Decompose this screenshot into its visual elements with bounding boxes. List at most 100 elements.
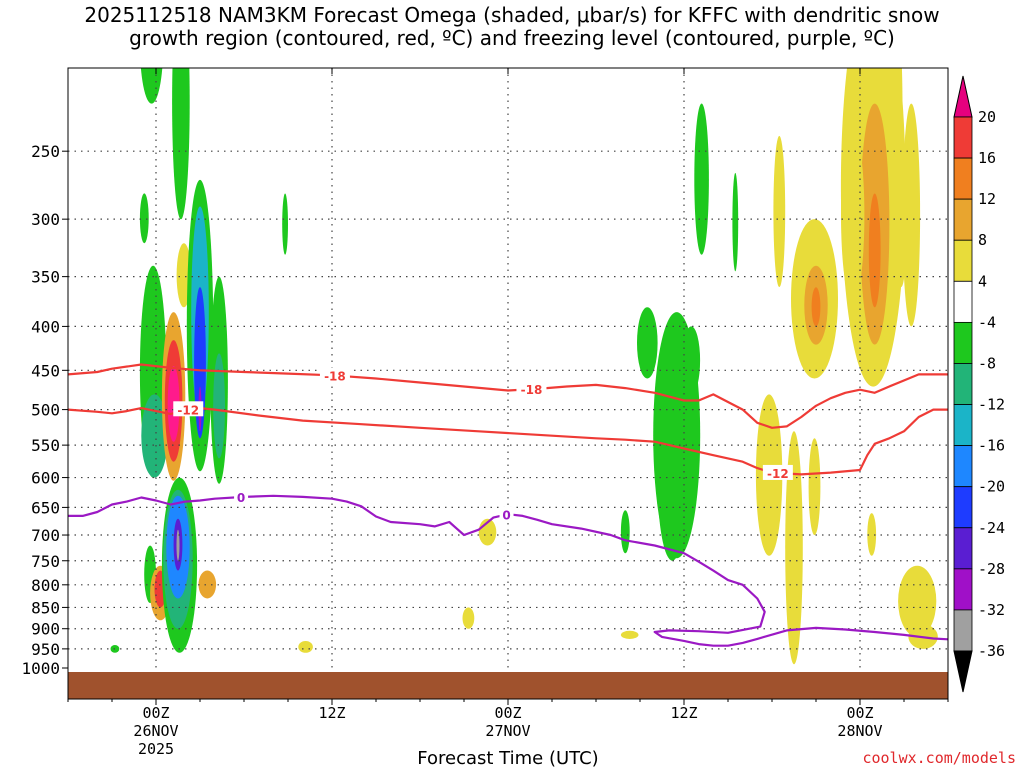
colorbar-label-10: -24 bbox=[978, 519, 1005, 537]
omega-region-41 bbox=[808, 438, 821, 536]
colorbar-label-11: -28 bbox=[978, 560, 1005, 578]
colorbar-label-7: -12 bbox=[978, 396, 1005, 414]
omega-region-31 bbox=[637, 307, 658, 379]
omega-region-49 bbox=[887, 68, 903, 207]
omega-region-28 bbox=[462, 607, 475, 629]
omega-region-12 bbox=[176, 529, 180, 561]
y-tick-label-950: 950 bbox=[31, 640, 60, 659]
contour-label-bg-2-0 bbox=[234, 489, 249, 505]
omega-region-4 bbox=[139, 193, 149, 244]
colorbar-label-4: 4 bbox=[978, 272, 987, 290]
x-tick-label-30-0: 00Z bbox=[494, 704, 521, 722]
omega-region-27 bbox=[298, 641, 313, 653]
colorbar-label-3: 8 bbox=[978, 231, 987, 249]
colorbar: 20 16 12 8 4 -4 -8 -12 -16 -20 -24 -28 -32 -36 bbox=[953, 75, 1005, 693]
colorbar-swatch-5 bbox=[953, 321, 973, 364]
omega-region-44 bbox=[811, 287, 821, 327]
y-tick-label-750: 750 bbox=[31, 552, 60, 571]
title-line-1: 2025112518 NAM3KM Forecast Omega (shaded… bbox=[84, 3, 940, 27]
colorbar-swatch-8 bbox=[953, 445, 973, 488]
x-tick-label-54-0: 00Z bbox=[846, 704, 873, 722]
x-tick-label-42-0: 12Z bbox=[670, 704, 697, 722]
omega-region-36 bbox=[620, 510, 630, 554]
contour-label-bg-1-1 bbox=[762, 464, 793, 480]
y-tick-label-300: 300 bbox=[31, 210, 60, 229]
y-tick-label-550: 550 bbox=[31, 436, 60, 455]
colorbar-swatch-3 bbox=[953, 239, 973, 282]
title-line-2: growth region (contoured, red, ºC) and f… bbox=[129, 26, 895, 50]
x-tick-label-6-1: 26NOV bbox=[133, 722, 178, 740]
omega-region-38 bbox=[773, 135, 786, 288]
y-tick-label-600: 600 bbox=[31, 469, 60, 488]
colorbar-swatch-10 bbox=[953, 527, 973, 570]
omega-region-22 bbox=[198, 570, 217, 599]
y-tick-label-1000: 1000 bbox=[21, 659, 60, 678]
colorbar-top-arrow bbox=[953, 75, 973, 118]
contour-label-0-0: -18 bbox=[324, 369, 346, 383]
contour-dgz-1 bbox=[67, 407, 948, 476]
colorbar-label-8: -16 bbox=[978, 437, 1005, 455]
colorbar-label-0: 20 bbox=[978, 108, 996, 126]
y-tick-label-400: 400 bbox=[31, 317, 60, 336]
contour-dgz-0 bbox=[67, 363, 948, 429]
contour-label-1-1: -12 bbox=[767, 467, 789, 481]
y-tick-label-800: 800 bbox=[31, 576, 60, 595]
x-tick-label-6-2: 2025 bbox=[138, 740, 174, 758]
y-tick-label-500: 500 bbox=[31, 401, 60, 420]
omega-region-30 bbox=[620, 630, 639, 640]
y-axis: 250 300 350 400 450 500 550 600 650 700 750 800 850 9… bbox=[21, 142, 68, 678]
y-tick-label-350: 350 bbox=[31, 268, 60, 287]
contour-label-2-1: 0 bbox=[502, 509, 510, 523]
omega-region-35 bbox=[694, 103, 709, 255]
colorbar-swatch-7 bbox=[953, 404, 973, 447]
colorbar-swatch-1 bbox=[953, 157, 973, 200]
omega-region-51 bbox=[902, 103, 921, 327]
contour-label-bg-1-0 bbox=[173, 401, 204, 417]
colorbar-swatch-11 bbox=[953, 568, 973, 611]
colorbar-label-13: -36 bbox=[978, 642, 1005, 660]
omega-shading-layer bbox=[110, 68, 938, 665]
contour-label-0-1: -18 bbox=[521, 383, 543, 397]
omega-region-3 bbox=[141, 394, 168, 478]
omega-region-16 bbox=[172, 68, 190, 220]
y-tick-label-700: 700 bbox=[31, 526, 60, 545]
omega-region-20 bbox=[194, 287, 206, 439]
y-tick-label-900: 900 bbox=[31, 620, 60, 639]
chart-title: 2025112518 NAM3KM Forecast Omega (shaded… bbox=[0, 4, 1024, 50]
contour-label-bg-0-1 bbox=[516, 381, 547, 397]
colorbar-swatch-6 bbox=[953, 363, 973, 405]
ground-surface bbox=[68, 672, 948, 699]
contour-label-bg-0-0 bbox=[319, 367, 350, 383]
colorbar-label-1: 16 bbox=[978, 149, 996, 167]
x-axis-label: Forecast Time (UTC) bbox=[417, 748, 598, 768]
colorbar-swatch-9 bbox=[953, 486, 973, 529]
omega-region-40 bbox=[785, 431, 803, 665]
omega-region-34 bbox=[682, 326, 701, 395]
contour-label-bg-2-1 bbox=[499, 506, 514, 522]
colorbar-label-2: 12 bbox=[978, 190, 996, 208]
omega-region-47 bbox=[868, 193, 881, 308]
colorbar-bottom-arrow bbox=[953, 650, 973, 693]
y-tick-label-850: 850 bbox=[31, 598, 60, 617]
omega-region-1 bbox=[140, 68, 163, 104]
contour-layer: -18 -18 -12 -12 0 0 bbox=[67, 363, 949, 647]
omega-region-5 bbox=[145, 103, 150, 180]
x-tick-label-54-1: 28NOV bbox=[837, 722, 882, 740]
colorbar-label-12: -32 bbox=[978, 601, 1005, 619]
x-tick-label-6-0: 00Z bbox=[142, 704, 169, 722]
omega-region-52 bbox=[898, 565, 937, 637]
y-tick-label-650: 650 bbox=[31, 498, 60, 517]
colorbar-label-5: -4 bbox=[978, 313, 996, 331]
colorbar-swatch-12 bbox=[953, 609, 973, 652]
credit-text[interactable]: coolwx.com/models bbox=[862, 749, 1016, 767]
contour-label-1-0: -12 bbox=[177, 403, 199, 417]
colorbar-swatch-0 bbox=[953, 116, 973, 159]
omega-region-54 bbox=[867, 513, 877, 556]
omega-region-25 bbox=[282, 193, 288, 255]
y-tick-label-450: 450 bbox=[31, 361, 60, 380]
colorbar-swatch-4 bbox=[953, 280, 973, 323]
x-tick-label-30-1: 27NOV bbox=[485, 722, 530, 740]
contour-freeze-2 bbox=[68, 494, 949, 647]
x-tick-label-18-0: 12Z bbox=[318, 704, 345, 722]
